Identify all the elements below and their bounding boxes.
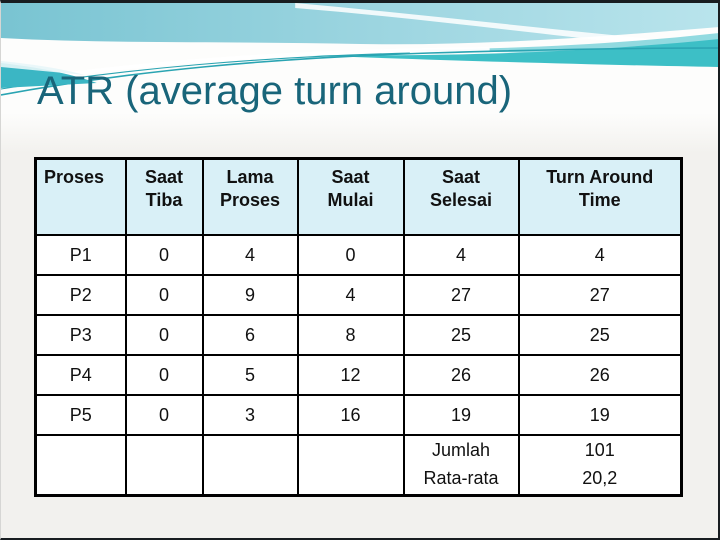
cell-saat-mulai: 16 — [296, 394, 405, 436]
cell-saat-selesai: 25 — [402, 314, 520, 356]
cell-saat-selesai: 26 — [402, 354, 520, 396]
table-row-p2: P2 0 9 4 27 27 — [34, 274, 683, 316]
column-header-saat-selesai: Saat Selesai — [402, 157, 520, 236]
white-streak — [295, 3, 718, 53]
summary-empty-cell — [124, 434, 204, 496]
cell-proses: P1 — [34, 234, 127, 276]
cell-saat-mulai: 4 — [296, 274, 405, 316]
summary-label-cell: Jumlah Rata-rata — [402, 434, 520, 496]
light-teal-ribbon — [399, 33, 718, 55]
cell-saat-selesai: 19 — [402, 394, 520, 436]
cell-lama-proses: 4 — [201, 234, 299, 276]
column-header-lama-proses: Lama Proses — [201, 157, 299, 236]
cell-proses: P2 — [34, 274, 127, 316]
cell-saat-tiba: 0 — [124, 394, 204, 436]
summary-empty-cell — [34, 434, 127, 496]
summary-value-cell: 101 20,2 — [517, 434, 683, 496]
sky-band — [1, 3, 718, 45]
column-header-saat-tiba: Saat Tiba — [124, 157, 204, 236]
summary-empty-cell — [201, 434, 299, 496]
cell-lama-proses: 9 — [201, 274, 299, 316]
column-header-proses: Proses — [34, 157, 127, 236]
atr-table: Proses Saat Tiba Lama Proses Saat Mulai … — [34, 157, 683, 497]
cell-turn-around-time: 4 — [517, 234, 683, 276]
column-header-turn-around-time: Turn Around Time — [517, 157, 683, 236]
cell-saat-selesai: 27 — [402, 274, 520, 316]
cell-saat-tiba: 0 — [124, 314, 204, 356]
summary-empty-cell — [296, 434, 405, 496]
table-row-p3: P3 0 6 8 25 25 — [34, 314, 683, 356]
wave-fade — [1, 113, 718, 153]
cell-turn-around-time: 26 — [517, 354, 683, 396]
cell-proses: P3 — [34, 314, 127, 356]
cell-saat-tiba: 0 — [124, 234, 204, 276]
cell-saat-mulai: 0 — [296, 234, 405, 276]
cell-saat-mulai: 8 — [296, 314, 405, 356]
table-row-p1: P1 0 4 0 4 4 — [34, 234, 683, 276]
cell-lama-proses: 5 — [201, 354, 299, 396]
table-row-p5: P5 0 3 16 19 19 — [34, 394, 683, 436]
cell-turn-around-time: 27 — [517, 274, 683, 316]
cell-proses: P5 — [34, 394, 127, 436]
cell-saat-tiba: 0 — [124, 354, 204, 396]
cell-lama-proses: 6 — [201, 314, 299, 356]
teal-ribbon — [300, 39, 718, 67]
slide-title: ATR (average turn around) — [37, 69, 513, 113]
cell-saat-mulai: 12 — [296, 354, 405, 396]
cell-proses: P4 — [34, 354, 127, 396]
cell-turn-around-time: 25 — [517, 314, 683, 356]
table-summary-row: Jumlah Rata-rata 101 20,2 — [34, 434, 683, 496]
cell-turn-around-time: 19 — [517, 394, 683, 436]
cell-lama-proses: 3 — [201, 394, 299, 436]
cell-saat-selesai: 4 — [402, 234, 520, 276]
column-header-saat-mulai: Saat Mulai — [296, 157, 405, 236]
table-header-row: Proses Saat Tiba Lama Proses Saat Mulai … — [34, 157, 683, 236]
cell-saat-tiba: 0 — [124, 274, 204, 316]
table-row-p4: P4 0 5 12 26 26 — [34, 354, 683, 396]
